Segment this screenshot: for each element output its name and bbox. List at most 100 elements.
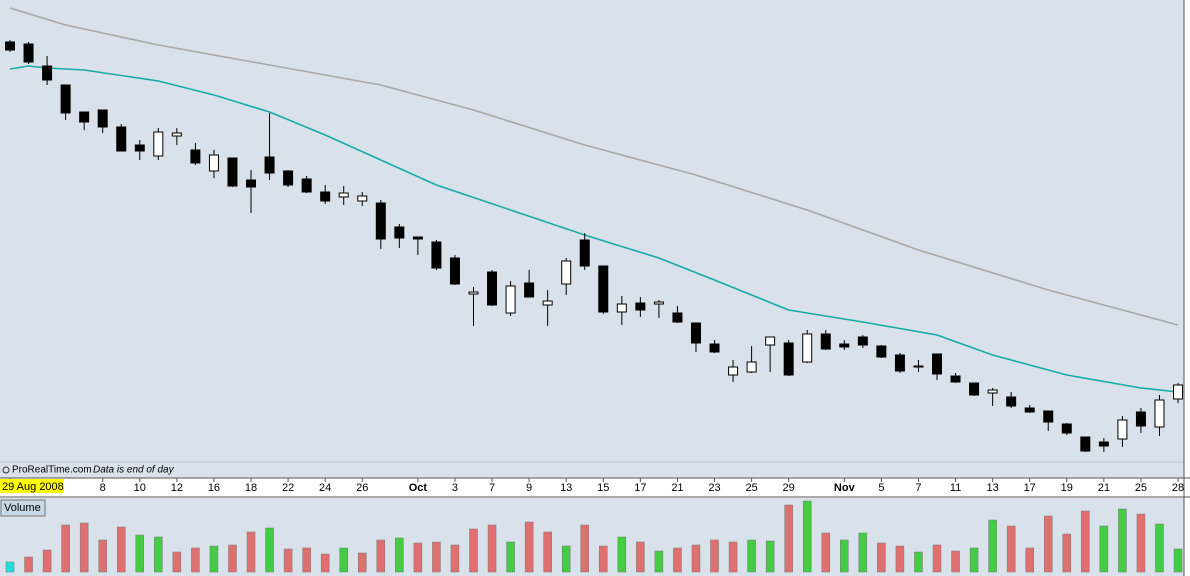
volume-bar <box>283 548 293 573</box>
candle-body <box>1006 396 1017 407</box>
x-tick-label: 23 <box>708 482 720 494</box>
candle-body <box>60 84 71 114</box>
candle-body <box>1043 410 1054 423</box>
volume-bar <box>42 549 52 573</box>
candle-body <box>561 260 572 285</box>
volume-bar <box>1043 515 1053 573</box>
volume-bar <box>1099 525 1109 573</box>
volume-bar <box>506 541 515 573</box>
volume-bar <box>617 536 627 573</box>
candle-body <box>1173 384 1184 400</box>
candle-body <box>932 353 942 375</box>
volume-bar <box>1081 510 1090 573</box>
volume-bar <box>265 527 274 573</box>
x-tick-label: 8 <box>100 482 106 494</box>
volume-bar <box>302 547 311 573</box>
volume-bar <box>172 551 182 573</box>
volume-bar <box>61 524 70 573</box>
candle-body <box>116 126 127 152</box>
volume-bar <box>747 539 756 573</box>
candle-body <box>653 301 664 305</box>
candle-body <box>375 202 386 240</box>
candle-body <box>171 132 182 137</box>
volume-bar <box>654 550 664 573</box>
volume-bar <box>710 539 719 573</box>
volume-bar <box>877 542 886 573</box>
volume-bar <box>1006 525 1016 573</box>
candle-body <box>468 291 479 295</box>
volume-bar <box>450 544 460 573</box>
volume-bar <box>895 545 905 573</box>
candle-body <box>690 322 701 344</box>
candle-body <box>969 382 980 396</box>
candle-body <box>97 109 108 128</box>
x-tick-label: 21 <box>1098 482 1110 494</box>
candle-body <box>227 157 238 187</box>
candle-body <box>1024 407 1035 413</box>
candle-body <box>283 170 294 186</box>
volume-bar <box>116 526 126 573</box>
candle-body <box>1117 419 1128 440</box>
candle-body <box>449 257 460 285</box>
logo <box>2 466 10 474</box>
candle-body <box>839 343 850 348</box>
volume-bar <box>988 519 997 573</box>
volume-bar <box>98 539 107 573</box>
candle-body <box>301 178 312 193</box>
volume-bar <box>543 531 552 573</box>
volume-bar <box>432 541 441 573</box>
volume-bar <box>154 536 163 573</box>
volume-bar <box>561 545 571 573</box>
candle-body <box>505 285 516 314</box>
candle-body <box>1080 436 1091 452</box>
volume-bar <box>1155 523 1164 573</box>
x-tick-label: 13 <box>986 482 998 494</box>
x-tick-label: 18 <box>245 482 257 494</box>
moving-average <box>9 65 1179 393</box>
candle-body <box>23 43 34 63</box>
candle-body <box>431 241 442 269</box>
candle-body <box>728 366 739 376</box>
candle-body <box>1154 399 1165 428</box>
candle-body <box>635 302 646 311</box>
volume-bar <box>24 556 33 573</box>
x-tick-label: 16 <box>208 482 220 494</box>
x-tick-label: 26 <box>356 482 368 494</box>
volume-bar <box>1136 513 1146 573</box>
volume-bar <box>1062 533 1072 573</box>
x-tick-label: 25 <box>1135 482 1147 494</box>
x-tick-label: 15 <box>597 482 609 494</box>
volume-bar <box>821 532 831 573</box>
volume-bar <box>1118 508 1127 573</box>
candle-body <box>264 156 275 174</box>
candle-body <box>190 149 201 164</box>
candle-body <box>913 365 924 368</box>
volume-bar <box>320 553 330 573</box>
x-tick-label: 10 <box>134 482 146 494</box>
volume-bar <box>784 504 793 573</box>
x-tick-label: 22 <box>282 482 294 494</box>
volume-bar <box>469 528 478 573</box>
candle-body <box>524 282 535 298</box>
moving-average <box>9 7 1179 326</box>
volume-bar <box>487 524 497 573</box>
x-tick-label: 25 <box>745 482 757 494</box>
candle-body <box>894 354 905 372</box>
candle-body <box>208 154 219 172</box>
candle-body <box>394 226 405 239</box>
candle-body <box>1061 423 1072 434</box>
x-tick-label: 19 <box>1061 482 1073 494</box>
volume-bar <box>599 545 608 573</box>
candle-body <box>153 131 164 157</box>
candle-body <box>672 312 683 323</box>
x-tick-label: Nov <box>834 482 856 494</box>
info-strip <box>0 462 1184 478</box>
note: Data is end of day <box>93 465 175 476</box>
candle-body <box>42 65 53 81</box>
candle-body <box>987 389 998 394</box>
volume-bar <box>376 539 386 573</box>
volume-bar <box>932 544 942 573</box>
volume-bar <box>802 500 812 573</box>
volume-bar <box>1025 547 1034 573</box>
